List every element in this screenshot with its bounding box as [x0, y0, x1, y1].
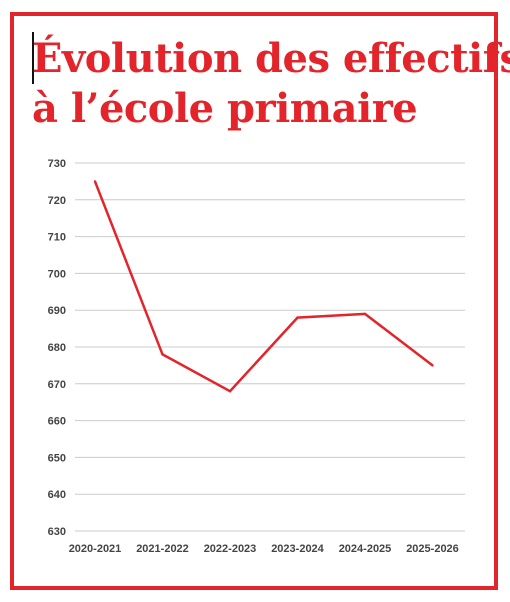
y-tick-label: 650 — [48, 452, 66, 464]
data-point — [363, 312, 367, 316]
x-axis-ticks: 2020-2021 2021-2022 2022-2023 2023-2024 2024… — [69, 543, 459, 555]
x-tick-label: 2021-2022 — [136, 543, 189, 555]
y-tick-label: 720 — [48, 195, 66, 207]
x-tick-label: 2022-2023 — [204, 543, 257, 555]
y-tick-label: 680 — [48, 342, 66, 354]
chart-title-line-1: Évolution des effectifs — [32, 35, 510, 82]
y-axis-ticks: 730 720 710 700 690 680 670 660 650 640 630 — [48, 158, 66, 538]
y-tick-label: 630 — [48, 526, 66, 538]
data-point — [161, 353, 164, 356]
chart-title: Évolution des effectifs à l’école primai… — [32, 34, 510, 134]
y-tick-label: 660 — [48, 416, 66, 428]
y-tick-label: 690 — [48, 305, 66, 317]
data-point — [296, 316, 299, 319]
data-point — [431, 364, 434, 367]
x-tick-label: 2025-2026 — [406, 543, 459, 555]
x-tick-label: 2020-2021 — [69, 543, 122, 555]
x-tick-label: 2024-2025 — [339, 543, 392, 555]
chart-frame — [10, 12, 498, 590]
series-layer — [93, 180, 434, 393]
data-point — [228, 390, 232, 393]
y-tick-label: 700 — [48, 268, 66, 280]
series-line — [93, 180, 434, 393]
y-tick-label: 730 — [48, 158, 66, 170]
data-point — [93, 180, 97, 183]
y-tick-label: 640 — [48, 489, 66, 501]
grid-lines — [75, 162, 465, 532]
chart-title-line-2: à l’école primaire — [32, 85, 418, 132]
y-tick-label: 670 — [48, 379, 66, 391]
y-tick-label: 710 — [48, 232, 66, 244]
text-cursor — [32, 32, 34, 84]
x-tick-label: 2023-2024 — [271, 543, 324, 555]
